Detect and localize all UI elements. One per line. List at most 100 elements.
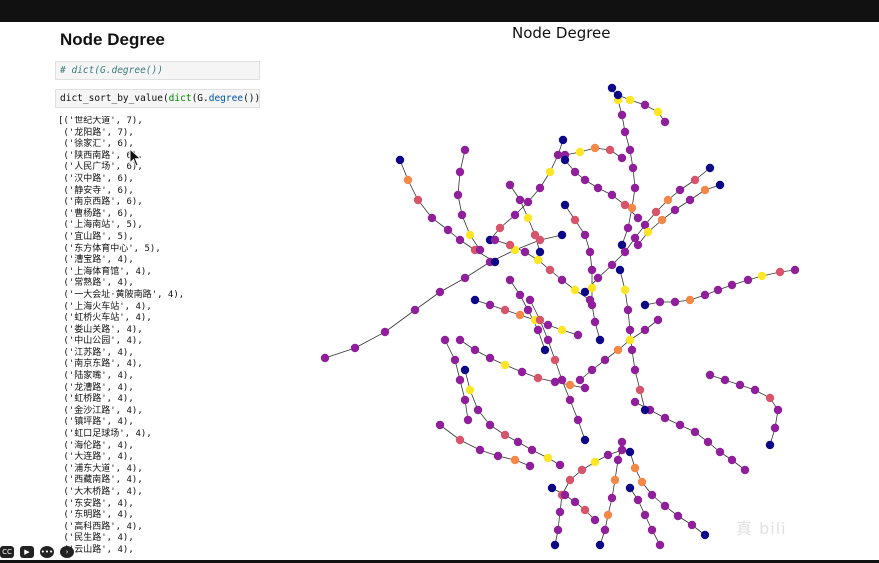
graph-node — [515, 310, 525, 320]
output-line: ('龙阳路', 7), — [58, 127, 134, 138]
network-graph — [320, 83, 800, 550]
graph-node — [630, 463, 640, 473]
graph-node — [647, 490, 657, 500]
graph-node — [560, 200, 570, 210]
graph-node — [513, 437, 523, 447]
graph-node — [553, 150, 563, 160]
graph-node — [625, 335, 635, 345]
graph-node — [558, 135, 568, 145]
graph-node — [545, 167, 555, 177]
graph-node — [595, 335, 605, 345]
camera-icon[interactable]: ▶ — [20, 546, 34, 558]
output-line: ('虹桥火车站', 4), — [58, 313, 152, 324]
graph-node — [450, 355, 460, 365]
graph-node — [565, 475, 575, 485]
cc-icon[interactable]: CC — [0, 546, 14, 558]
graph-node — [727, 455, 737, 465]
graph-node — [587, 265, 597, 275]
graph-node — [647, 525, 657, 535]
graph-node — [510, 455, 520, 465]
graph-node — [660, 501, 670, 511]
graph-node — [535, 247, 545, 257]
graph-node — [687, 520, 697, 530]
graph-node — [628, 163, 638, 173]
graph-node — [460, 273, 470, 283]
output-line: ('南京西路', 6), — [58, 197, 143, 208]
graph-node — [620, 247, 630, 257]
graph-node — [535, 183, 545, 193]
graph-node — [603, 510, 613, 520]
graph-node — [590, 457, 600, 467]
output-line: ('人民广场', 6), — [58, 162, 143, 173]
graph-node — [573, 415, 583, 425]
graph-node — [590, 515, 600, 525]
graph-node — [620, 285, 630, 295]
graph-node — [613, 345, 623, 355]
code-arg: (G. — [191, 93, 209, 104]
graph-edge — [611, 87, 636, 246]
graph-node — [460, 395, 470, 405]
player-controls: CC ▶ ••• › — [0, 545, 74, 559]
graph-node — [630, 183, 640, 193]
graph-node — [435, 420, 445, 430]
graph-node — [615, 265, 625, 275]
code-cell-sort[interactable]: dict_sort_by_value(dict(G.degree())) — [55, 89, 260, 108]
output-line: ('娄山关路', 4), — [58, 324, 143, 335]
graph-node — [653, 315, 663, 325]
graph-node — [607, 83, 617, 93]
graph-node — [557, 230, 567, 240]
graph-node — [625, 95, 635, 105]
graph-node — [550, 540, 560, 550]
graph-node — [395, 155, 405, 165]
output-line: ('虹口足球场', 4), — [58, 429, 152, 440]
play-icon[interactable]: › — [60, 546, 74, 558]
graph-node — [587, 283, 597, 293]
graph-node — [535, 315, 545, 325]
graph-node — [573, 330, 583, 340]
output-line: ('陆家嘴', 4), — [58, 371, 134, 382]
plot-title: Node Degree — [512, 24, 611, 42]
graph-node — [675, 420, 685, 430]
graph-node — [517, 367, 527, 377]
graph-node — [403, 175, 413, 185]
graph-node — [627, 203, 637, 213]
graph-node — [505, 275, 515, 285]
graph-node — [530, 230, 540, 240]
graph-node — [715, 447, 725, 457]
graph-node — [575, 375, 585, 385]
graph-node — [560, 155, 570, 165]
output-line: ('曹杨路', 6), — [58, 208, 134, 219]
more-icon[interactable]: ••• — [40, 546, 54, 558]
section-heading: Node Degree — [60, 30, 165, 49]
graph-node — [627, 345, 637, 355]
graph-node — [790, 265, 800, 275]
graph-node — [637, 477, 647, 487]
graph-node — [635, 385, 645, 395]
graph-node — [623, 305, 633, 315]
graph-node — [470, 295, 480, 305]
graph-node — [670, 205, 680, 215]
graph-node — [490, 235, 500, 245]
graph-node — [630, 233, 640, 243]
graph-node — [713, 285, 723, 295]
output-line: ('镇坪路', 4), — [58, 417, 134, 428]
graph-node — [640, 510, 650, 520]
graph-node — [640, 100, 650, 110]
graph-node — [455, 335, 465, 345]
code-cell-comment[interactable]: # dict(G.degree()) — [55, 61, 260, 80]
graph-node — [607, 260, 617, 270]
graph-node — [570, 215, 580, 225]
graph-node — [620, 127, 630, 137]
graph-edge — [459, 339, 586, 389]
graph-node — [685, 195, 695, 205]
graph-node — [580, 383, 590, 393]
graph-node — [453, 190, 463, 200]
graph-node — [460, 365, 470, 375]
graph-node — [625, 483, 635, 493]
graph-node — [510, 210, 520, 220]
graph-node — [540, 345, 550, 355]
graph-node — [640, 300, 650, 310]
output-line: ('云山路', 4), — [58, 544, 134, 555]
graph-node — [617, 110, 627, 120]
output-line: ('宜山路', 5), — [58, 231, 134, 242]
